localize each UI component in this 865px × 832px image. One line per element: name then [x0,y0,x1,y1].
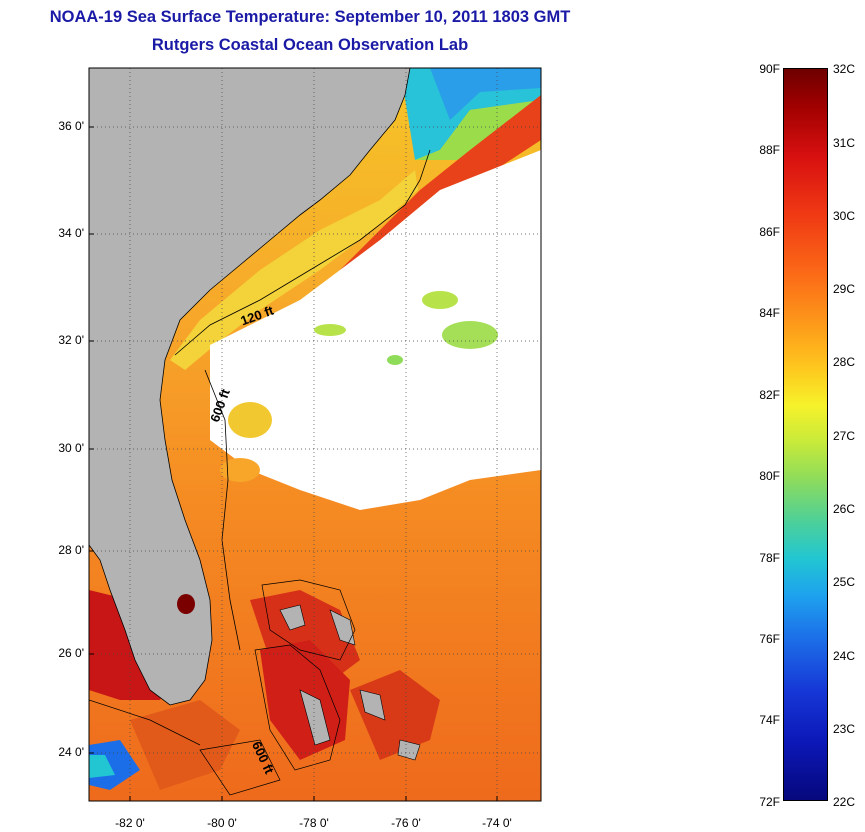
colorbar-c-label: 26C [833,502,856,516]
colorbar-c-label: 23C [833,722,856,736]
colorbar-f-label: 90F [759,62,780,76]
colorbar-f-label: 88F [759,143,780,157]
lon-tick: -74 0' [482,816,512,830]
temperature-colorbar [783,68,828,801]
map-frame [88,67,542,802]
colorbar-c-label: 29C [833,282,856,296]
colorbar-c-label: 31C [833,136,856,150]
colorbar-f-label: 74F [759,713,780,727]
colorbar-f-label: 72F [759,795,780,809]
colorbar-f-label: 78F [759,551,780,565]
lat-tick: 30 0' [58,441,84,455]
lat-tick: 36 0' [58,119,84,133]
lat-tick: 34 0' [58,226,84,240]
lon-tick: -82 0' [115,816,145,830]
colorbar-c-label: 24C [833,649,856,663]
cloud-cover [210,150,541,510]
colorbar-f-label: 86F [759,225,780,239]
lon-tick: -76 0' [391,816,421,830]
lat-tick: 26 0' [58,646,84,660]
colorbar-c-label: 32C [833,62,856,76]
colorbar-f-label: 76F [759,632,780,646]
graticule [89,68,541,801]
colorbar-f-label: 84F [759,306,780,320]
map-subtitle: Rutgers Coastal Ocean Observation Lab [151,36,469,54]
us-landmass [89,68,411,706]
lon-tick: -80 0' [207,816,237,830]
cold-water-region [400,68,541,160]
colorbar-c-label: 22C [833,795,856,809]
colorbar-c-label: 30C [833,209,856,223]
lat-tick: 28 0' [58,543,84,557]
lon-tick: -78 0' [299,816,329,830]
lat-tick: 24 0' [58,745,84,759]
map-title: NOAA-19 Sea Surface Temperature: Septemb… [49,8,571,26]
lat-tick: 32 0' [58,333,84,347]
colorbar-f-label: 82F [759,388,780,402]
colorbar-c-label: 27C [833,429,856,443]
colorbar-f-label: 80F [759,469,780,483]
colorbar-c-label: 25C [833,575,856,589]
lake-okeechobee [177,594,195,614]
colorbar-c-label: 28C [833,355,856,369]
